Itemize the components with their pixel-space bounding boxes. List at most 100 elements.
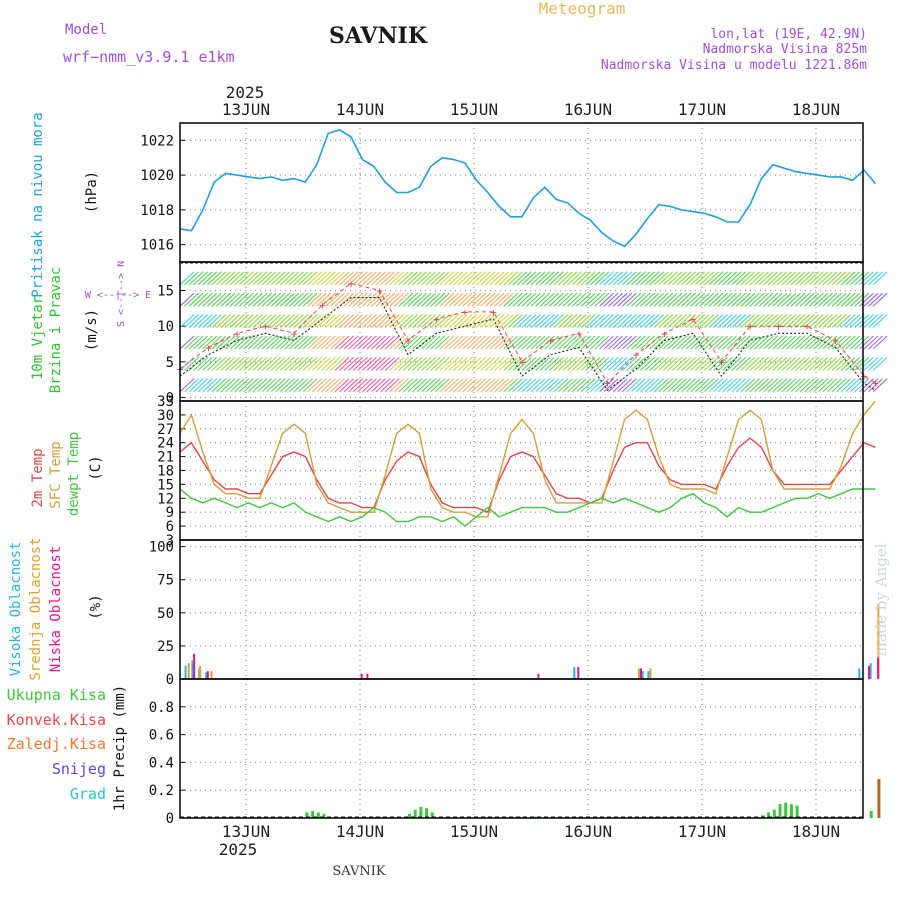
wind-barb xyxy=(311,335,327,350)
wind-barb xyxy=(439,356,455,371)
wind-barb xyxy=(558,335,573,350)
wind-barb xyxy=(412,292,427,307)
wind-barb xyxy=(685,356,701,371)
wind-barb xyxy=(735,292,751,307)
bottom-day-label: 17JUN xyxy=(678,822,726,841)
wind-barb xyxy=(238,356,254,371)
wind-barb xyxy=(448,335,464,350)
wind-barb xyxy=(558,314,573,328)
wind-barb xyxy=(653,292,669,307)
wind-barb xyxy=(225,271,240,286)
wind-barb xyxy=(517,292,532,307)
wind-barb xyxy=(494,356,510,371)
cloud-panel: 0 25 50 75 100 xyxy=(149,540,880,688)
wind-barb xyxy=(503,292,519,307)
pressure-axis-title: Pritisak na nivou mora xyxy=(30,112,46,297)
precip-label-snow: Snijeg xyxy=(52,760,106,778)
wind-barb xyxy=(644,292,660,307)
wind-barb xyxy=(754,378,769,393)
wind-barb xyxy=(786,271,801,286)
wind-gust-marker: + xyxy=(262,320,269,333)
wind-barb xyxy=(599,292,614,307)
wind-barb xyxy=(403,356,418,371)
wind-gust-marker: + xyxy=(775,320,782,333)
cloud-bar xyxy=(193,653,196,679)
wind-barb xyxy=(425,356,441,371)
precip-panel: 0 0.2 0.4 0.6 0.8 xyxy=(149,679,881,827)
wind-barb xyxy=(188,292,204,307)
wind-barb xyxy=(672,271,687,286)
wind-barb xyxy=(558,378,573,393)
wind-barb xyxy=(758,314,774,328)
wind-barb xyxy=(521,356,537,371)
wind-barb xyxy=(489,335,505,350)
wind-barb xyxy=(676,314,692,328)
wind-barb xyxy=(872,378,888,393)
wind-barb xyxy=(644,378,660,393)
wind-barb xyxy=(188,378,204,393)
wind-barb xyxy=(480,335,496,350)
wind-barb xyxy=(617,335,633,350)
wind-barb xyxy=(804,271,820,286)
credit-watermark: made by Angel xyxy=(872,543,890,656)
wind-barb xyxy=(849,356,865,371)
top-day-label: 13JUN xyxy=(222,100,270,119)
wind-barb xyxy=(831,335,847,350)
wind-barb xyxy=(362,292,377,307)
wind-barb xyxy=(444,356,459,371)
wind-barb xyxy=(507,292,523,307)
wind-barb xyxy=(580,292,596,307)
wind-barb xyxy=(193,314,209,328)
wind-barb xyxy=(827,335,842,350)
wind-barb xyxy=(357,271,373,286)
wind-barb xyxy=(863,378,879,393)
wind-barb xyxy=(193,356,209,371)
wind-barb xyxy=(722,335,738,350)
wind-barb xyxy=(202,292,218,307)
wind-barb xyxy=(193,271,209,286)
wind-barb xyxy=(248,335,263,350)
wind-barb xyxy=(708,314,724,328)
wind-barb xyxy=(380,271,396,286)
wind-barb xyxy=(526,292,541,307)
wind-barb xyxy=(690,356,706,371)
wind-barb xyxy=(590,378,605,393)
wind-barb xyxy=(257,292,272,307)
wind-barb xyxy=(735,271,751,286)
wind-barb xyxy=(553,335,569,350)
pressure-unit: (hPa) xyxy=(84,171,100,213)
wind-barb xyxy=(311,292,327,307)
wind-barb xyxy=(667,314,683,328)
wind-barb xyxy=(535,356,551,371)
wind-barb xyxy=(571,378,587,393)
precip-label-frozen: Zaledj.Kisa xyxy=(7,735,106,753)
wind-barb xyxy=(681,335,696,350)
wind-barb xyxy=(270,335,286,350)
wind-barb xyxy=(539,271,555,286)
wind-barb xyxy=(758,356,774,371)
wind-barb xyxy=(416,335,432,350)
wind-barb xyxy=(517,335,532,350)
wind-barb xyxy=(398,378,414,393)
y-tick-label: 0 xyxy=(166,390,174,406)
cloud-bar xyxy=(184,665,187,679)
wind-barb xyxy=(708,271,724,286)
wind-barb xyxy=(699,378,715,393)
wind-barb xyxy=(845,335,861,350)
wind-barb xyxy=(430,314,446,328)
wind-barb xyxy=(261,271,277,286)
wind-barb xyxy=(580,314,596,328)
wind-barb xyxy=(726,378,742,393)
wind-barb xyxy=(621,271,637,286)
wind-barb xyxy=(612,292,628,307)
wind-barb xyxy=(238,271,254,286)
wind-barb xyxy=(398,292,414,307)
wind-gust-marker: + xyxy=(462,306,469,319)
wind-barb xyxy=(553,271,569,286)
wind-barb xyxy=(845,314,861,328)
wind-barb xyxy=(485,378,500,393)
wind-barb xyxy=(836,378,852,393)
wind-barb xyxy=(681,356,696,371)
wind-barb xyxy=(485,335,500,350)
